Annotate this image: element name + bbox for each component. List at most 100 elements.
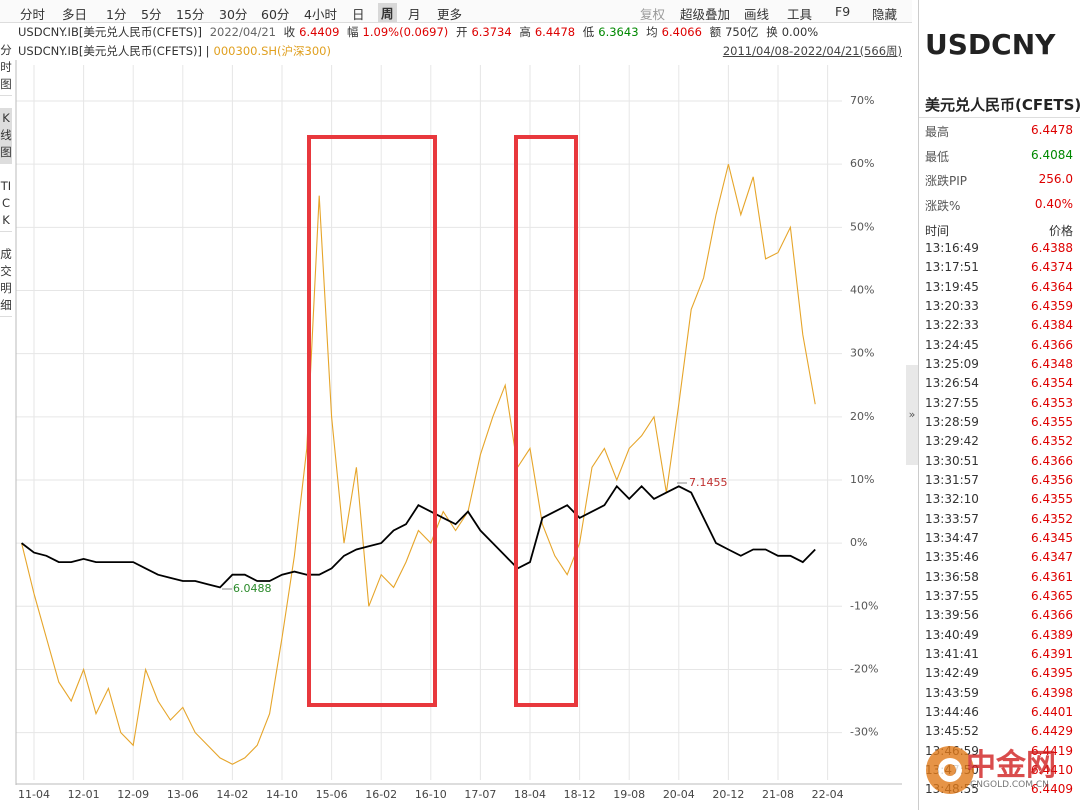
overlay-symbol[interactable]: 000300.SH(沪深300) [213, 44, 331, 58]
tool-button[interactable]: 超级叠加 [680, 7, 731, 22]
quote-panel: USDCNY 美元兑人民币(CFETS) 最高 6.4478 最低 6.4084 涨跌P… [918, 0, 1080, 810]
side-tab[interactable]: 成交明细 [0, 244, 12, 317]
y-tick-label: -30% [850, 726, 878, 739]
x-tick-label: 11-04 [18, 788, 50, 801]
period-tab[interactable]: 4小时 [304, 7, 337, 22]
trade-row: 13:42:49 6.4395 [925, 666, 1080, 680]
period-tab[interactable]: 日 [352, 7, 365, 22]
trade-price: 6.4384 [1031, 318, 1073, 333]
trade-price: 6.4345 [1031, 530, 1073, 545]
period-tab[interactable]: 分时 [20, 7, 46, 22]
tool-button[interactable]: 工具 [787, 7, 813, 22]
highlight-box [307, 135, 437, 707]
trade-time: 13:28:59 [925, 414, 979, 429]
stat-value: 256.0 [1038, 172, 1073, 187]
collapse-button[interactable]: » [906, 365, 918, 465]
x-tick-label: 21-08 [762, 788, 794, 801]
trade-time: 13:25:09 [925, 356, 979, 371]
trade-row: 13:37:55 6.4365 [925, 589, 1080, 603]
period-tab[interactable]: 月 [408, 7, 421, 22]
date-range: 2011/04/08-2022/04/21(566周) [722, 44, 902, 58]
period-tab[interactable]: 周 [378, 3, 397, 22]
trade-time: 13:45:52 [925, 724, 979, 739]
side-tab[interactable]: TICK [0, 176, 12, 232]
trade-row: 13:32:10 6.4355 [925, 492, 1080, 506]
trade-row: 13:20:33 6.4359 [925, 299, 1080, 313]
trade-price: 6.4401 [1031, 704, 1073, 719]
y-tick-label: -10% [850, 599, 878, 612]
trade-row: 13:40:49 6.4389 [925, 628, 1080, 642]
side-tabs: 分时图 K线图 TICK 成交明细 [0, 22, 14, 329]
trade-price: 6.4352 [1031, 511, 1073, 526]
trade-time: 13:20:33 [925, 298, 979, 313]
value: 750亿 [725, 25, 759, 39]
trade-row: 13:30:51 6.4366 [925, 454, 1080, 468]
trade-price: 6.4429 [1031, 724, 1073, 739]
stat-value: 6.4084 [1031, 147, 1073, 162]
trade-time: 13:31:57 [925, 472, 979, 487]
x-tick-label: 17-07 [464, 788, 496, 801]
label: 均 [646, 25, 658, 39]
y-tick-label: 40% [850, 283, 874, 296]
trade-time: 13:41:41 [925, 646, 979, 661]
period-tab[interactable]: 60分 [261, 7, 290, 22]
x-tick-label: 18-12 [564, 788, 596, 801]
trade-time: 13:26:54 [925, 376, 979, 391]
period-tab[interactable]: 5分 [141, 7, 162, 22]
stat-value: 6.4478 [1031, 123, 1073, 137]
trade-row: 13:41:41 6.4391 [925, 647, 1080, 661]
x-tick-label: 18-04 [514, 788, 546, 801]
trade-price: 6.4409 [1031, 782, 1073, 797]
label: 额 [709, 25, 722, 39]
side-tab[interactable]: K线图 [0, 108, 12, 164]
stat-row: 涨跌PIP 256.0 [925, 172, 1080, 189]
name: 美元兑人民币(CFETS) [925, 96, 1080, 114]
x-tick-label: 12-09 [117, 788, 149, 801]
trade-price: 6.4364 [1031, 279, 1073, 294]
tool-button[interactable]: 隐藏 [872, 7, 898, 22]
side-tab[interactable]: 分时图 [0, 40, 12, 96]
trade-price: 6.4366 [1031, 453, 1073, 468]
brand: 中金网 [966, 748, 1056, 783]
trade-time: 13:17:51 [925, 260, 979, 275]
trade-time: 13:37:55 [925, 588, 979, 603]
y-tick-label: 30% [850, 347, 874, 360]
x-tick-label: 15-06 [316, 788, 348, 801]
tool-button[interactable]: 画线 [744, 7, 770, 22]
symbol: USDCNY.IB[美元兑人民币(CFETS)] | [18, 44, 210, 58]
label: 低 [582, 25, 595, 39]
trade-price: 6.4374 [1031, 260, 1073, 275]
trade-time: 13:39:56 [925, 608, 979, 623]
trade-time: 13:16:49 [925, 241, 979, 255]
period-tab[interactable]: 多日 [62, 7, 88, 22]
trade-time: 13:40:49 [925, 627, 979, 642]
trade-row: 13:31:57 6.4356 [925, 473, 1080, 487]
header-cell: 价格 [1048, 224, 1073, 238]
trade-price: 6.4419 [1031, 743, 1073, 758]
code: USDCNY [925, 28, 1056, 61]
x-tick-label: 16-02 [365, 788, 397, 801]
value: 0.00% [781, 25, 819, 39]
period-tab[interactable]: 更多 [437, 7, 463, 22]
trade-price: 6.4348 [1031, 356, 1073, 371]
x-tick-label: 20-12 [712, 788, 744, 801]
trade-price: 6.4352 [1031, 434, 1073, 449]
tool-button[interactable]: F9 [835, 4, 851, 19]
trade-price: 6.4391 [1031, 646, 1073, 661]
stat-label: 最低 [925, 149, 950, 164]
trade-row: 13:16:49 6.4388 [925, 241, 1080, 255]
trade-time: 13:35:46 [925, 550, 979, 565]
y-tick-label: 0% [850, 536, 867, 549]
stat-label: 涨跌PIP [925, 174, 968, 189]
label: 开 [455, 25, 468, 39]
period-tab[interactable]: 1分 [106, 7, 127, 22]
trade-time: 13:32:10 [925, 492, 979, 507]
trade-row: 13:43:59 6.4398 [925, 686, 1080, 700]
tool-button[interactable]: 复权 [640, 7, 666, 22]
stat-label: 最高 [925, 125, 950, 139]
series-line [21, 484, 816, 589]
period-tab[interactable]: 30分 [219, 7, 248, 22]
trade-row: 13:34:47 6.4345 [925, 531, 1080, 545]
period-tab[interactable]: 15分 [176, 7, 205, 22]
x-tick-label: 16-10 [415, 788, 447, 801]
